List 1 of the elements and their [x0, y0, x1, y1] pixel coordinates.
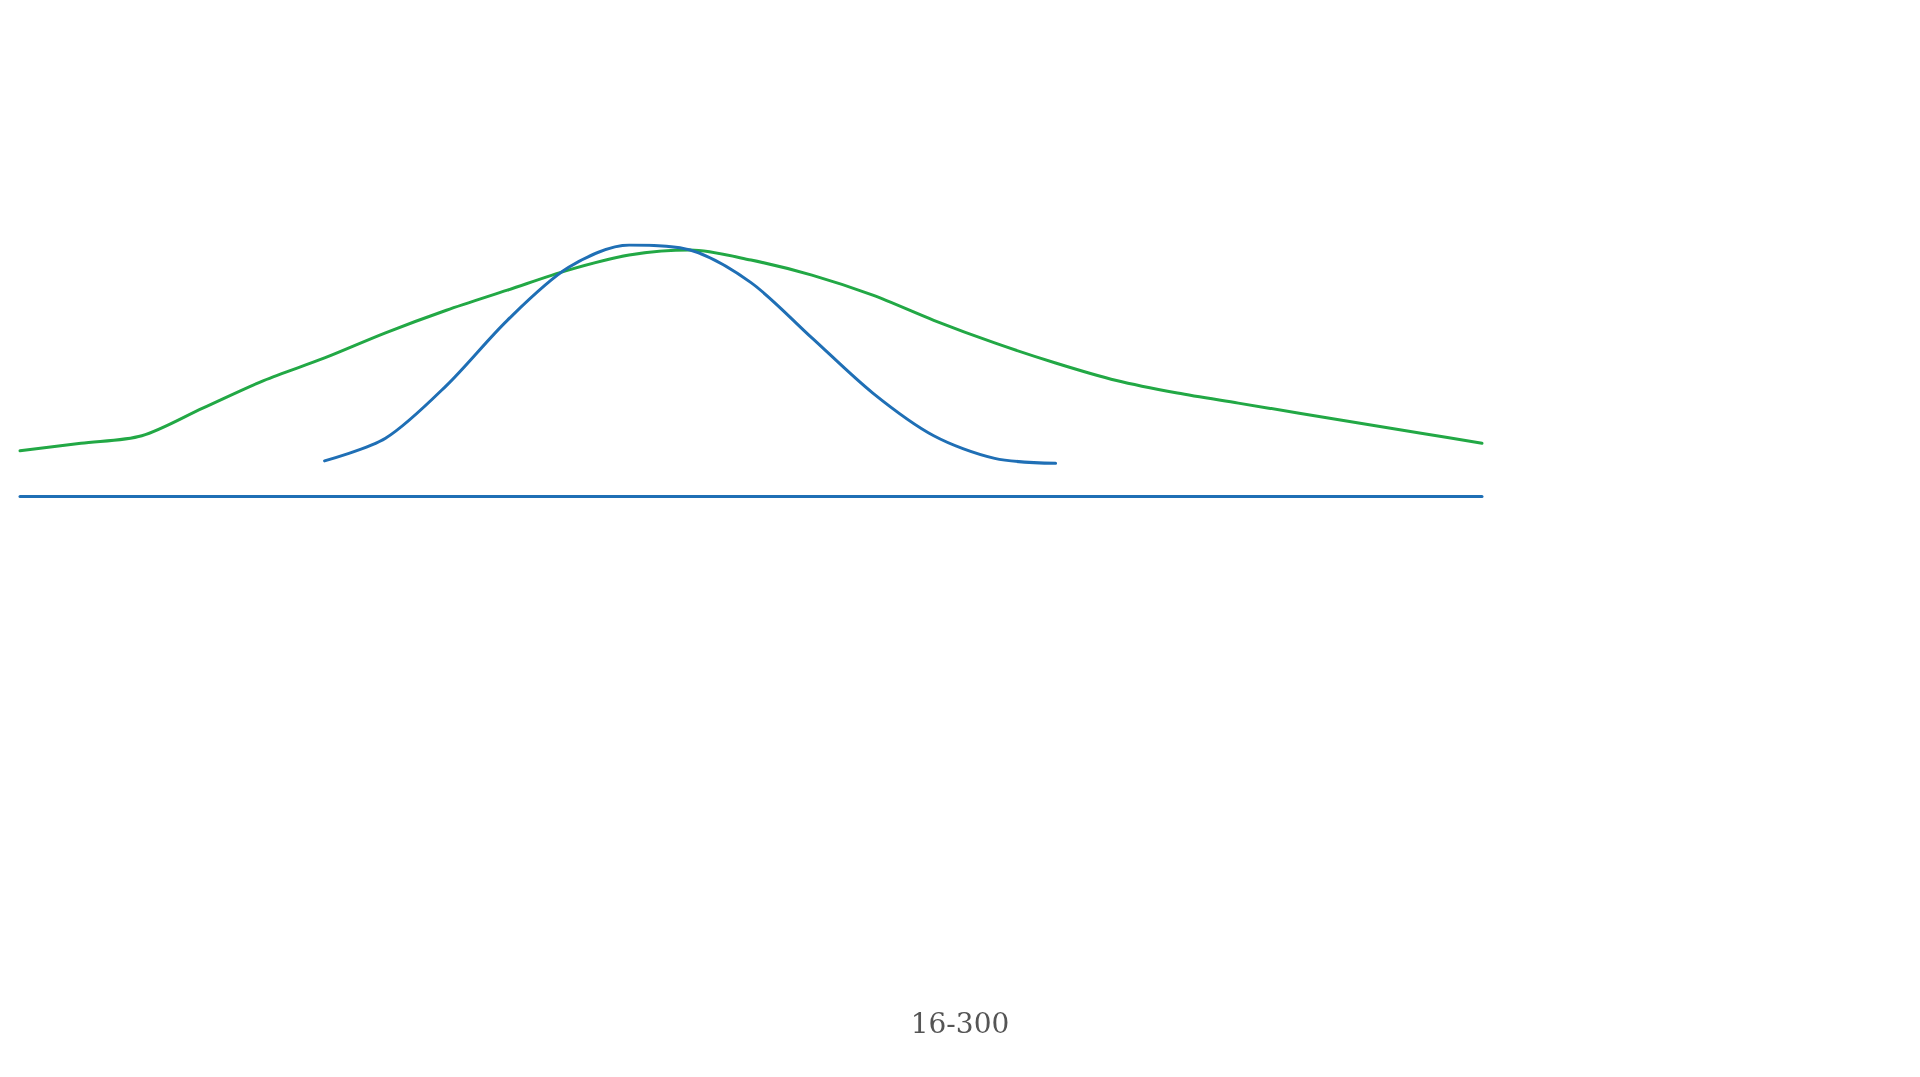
- text: 16-300: [910, 1006, 1010, 1040]
